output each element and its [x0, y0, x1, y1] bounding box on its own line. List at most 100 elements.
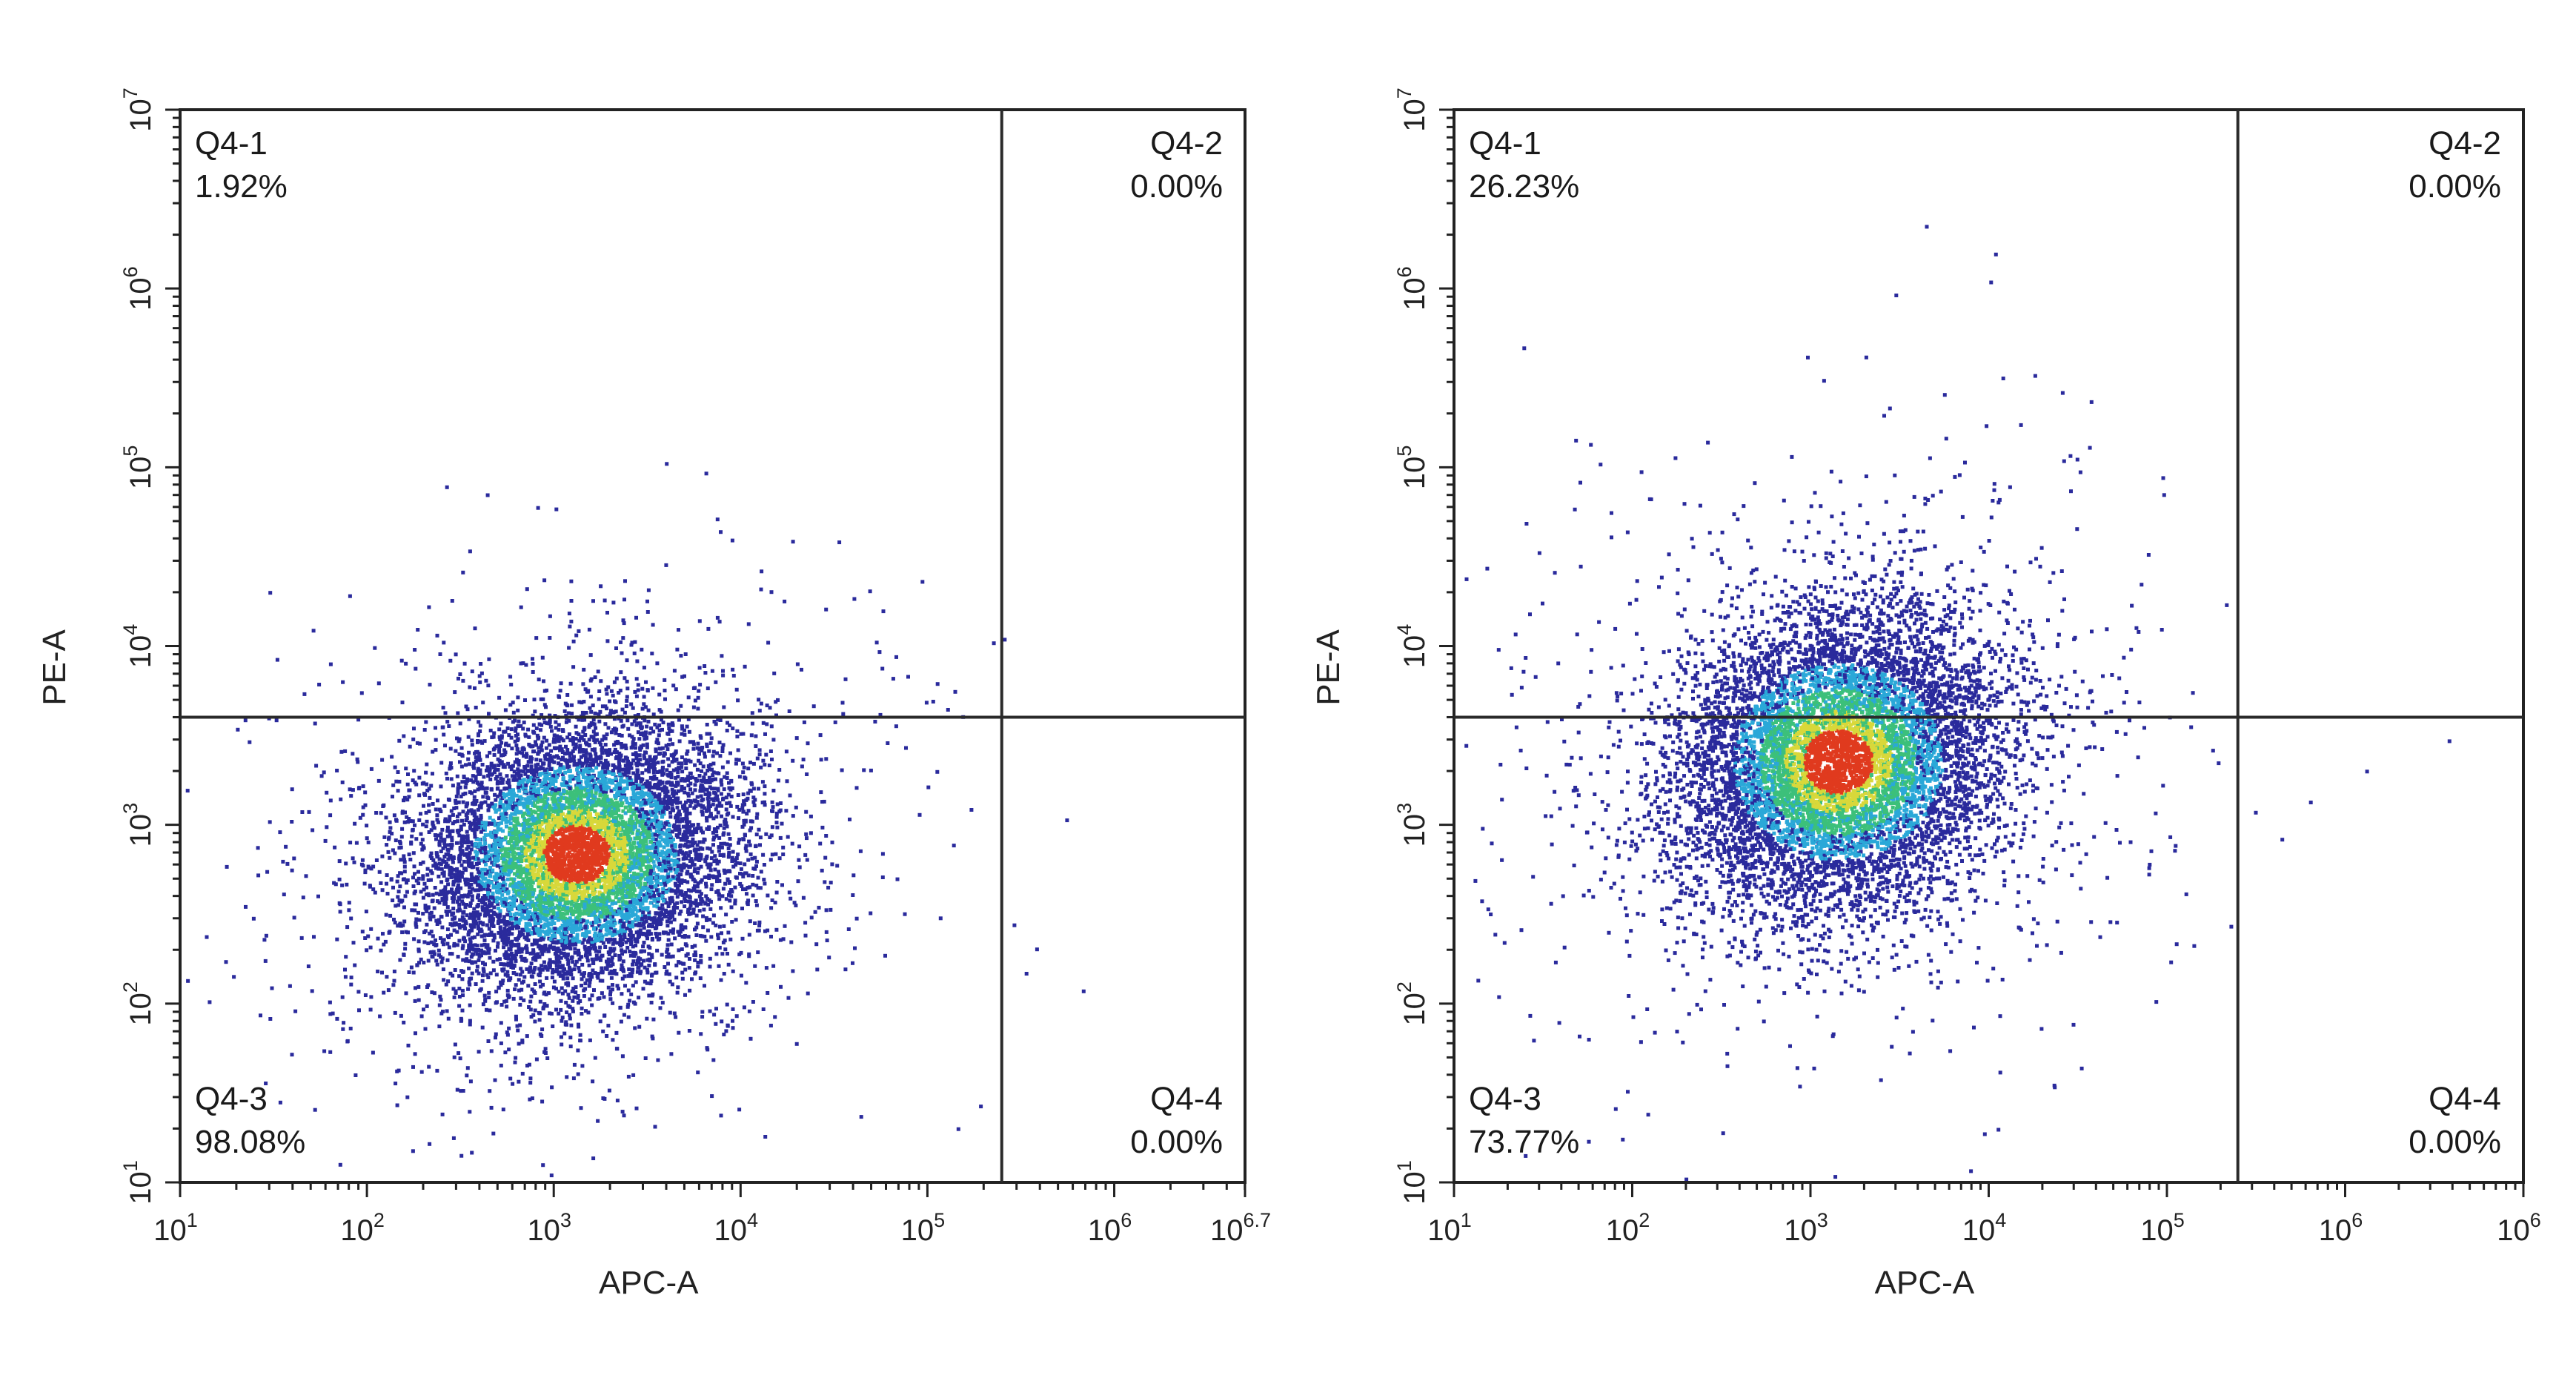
event-dot — [700, 1015, 705, 1019]
event-dot — [673, 902, 677, 907]
event-dot — [471, 952, 476, 956]
event-dot — [709, 887, 714, 892]
event-dot — [428, 1142, 432, 1146]
event-dot — [454, 794, 459, 798]
event-dot — [428, 912, 432, 916]
event-dot — [363, 936, 368, 940]
event-dot — [708, 763, 713, 767]
event-dot — [458, 672, 462, 676]
event-dot — [422, 887, 426, 892]
event-dot — [606, 957, 611, 961]
event-dot — [574, 724, 578, 729]
event-dot — [591, 968, 595, 973]
event-dot — [581, 761, 585, 766]
event-dot — [528, 808, 533, 812]
event-dot — [763, 929, 767, 933]
event-dot — [506, 761, 511, 766]
event-dot — [470, 738, 474, 743]
event-dot — [268, 820, 272, 824]
event-dot — [720, 952, 725, 956]
event-dot — [743, 846, 748, 850]
event-dot — [668, 898, 673, 903]
event-dot — [690, 944, 694, 949]
event-dot — [829, 881, 833, 885]
event-dot — [488, 729, 493, 732]
event-dot — [460, 915, 465, 919]
event-dot — [379, 811, 383, 815]
event-dot — [587, 738, 591, 742]
event-dot — [526, 913, 530, 917]
event-dot — [605, 855, 609, 860]
event-dot — [712, 790, 717, 795]
event-dot — [577, 1022, 580, 1027]
event-dot — [599, 938, 603, 943]
event-dot — [637, 807, 642, 812]
event-dot — [457, 812, 462, 816]
event-dot — [304, 874, 308, 878]
event-dot — [614, 750, 619, 755]
event-dot — [404, 661, 408, 666]
event-dot — [670, 807, 674, 811]
event-dot — [690, 859, 694, 864]
event-dot — [754, 903, 759, 907]
event-dot — [559, 1007, 563, 1012]
event-dot — [511, 788, 515, 792]
event-dot — [550, 976, 554, 980]
event-dot — [606, 685, 611, 689]
event-dot — [695, 746, 700, 750]
event-dot — [720, 746, 725, 750]
event-dot — [623, 767, 627, 772]
event-dot — [499, 1003, 504, 1007]
event-dot — [608, 993, 612, 997]
event-dot — [468, 1110, 472, 1114]
event-dot — [745, 892, 748, 896]
event-dot — [406, 772, 410, 776]
event-dot — [568, 681, 573, 686]
event-dot — [754, 832, 759, 837]
event-dot — [645, 599, 649, 603]
event-dot — [475, 818, 479, 821]
event-dot — [668, 869, 673, 873]
event-dot — [711, 749, 716, 754]
event-dot — [721, 940, 726, 944]
event-dot — [612, 947, 617, 951]
event-dot — [726, 962, 731, 967]
event-dot — [644, 919, 648, 924]
event-dot — [623, 710, 627, 715]
event-dot — [684, 761, 688, 766]
event-dot — [562, 780, 567, 784]
event-dot — [1003, 638, 1007, 642]
event-dot — [413, 872, 416, 876]
event-dot — [722, 705, 726, 709]
event-dot — [454, 652, 458, 657]
event-dot — [751, 795, 756, 800]
event-dot — [514, 729, 518, 733]
event-dot — [674, 687, 678, 692]
event-dot — [473, 943, 477, 947]
event-dot — [670, 783, 674, 787]
event-dot — [323, 838, 328, 843]
event-dot — [477, 927, 480, 930]
event-dot — [726, 832, 731, 836]
event-dot — [741, 732, 746, 736]
event-dot — [643, 965, 647, 970]
event-dot — [692, 870, 697, 874]
event-dot — [643, 815, 648, 820]
event-dot — [569, 1023, 574, 1027]
event-dot — [620, 948, 624, 953]
event-dot — [651, 712, 656, 717]
event-dot — [697, 758, 701, 763]
event-dot — [620, 795, 624, 800]
event-dot — [591, 779, 596, 784]
event-dot — [402, 919, 407, 924]
event-dot — [402, 734, 406, 738]
event-dot — [697, 752, 701, 756]
event-dot — [631, 737, 636, 741]
event-dot — [685, 817, 689, 821]
event-dot — [647, 964, 651, 967]
event-dot — [698, 789, 703, 793]
event-dot — [665, 828, 669, 832]
event-dot — [580, 972, 584, 976]
event-dot — [576, 996, 580, 1000]
event-dot — [735, 804, 740, 809]
